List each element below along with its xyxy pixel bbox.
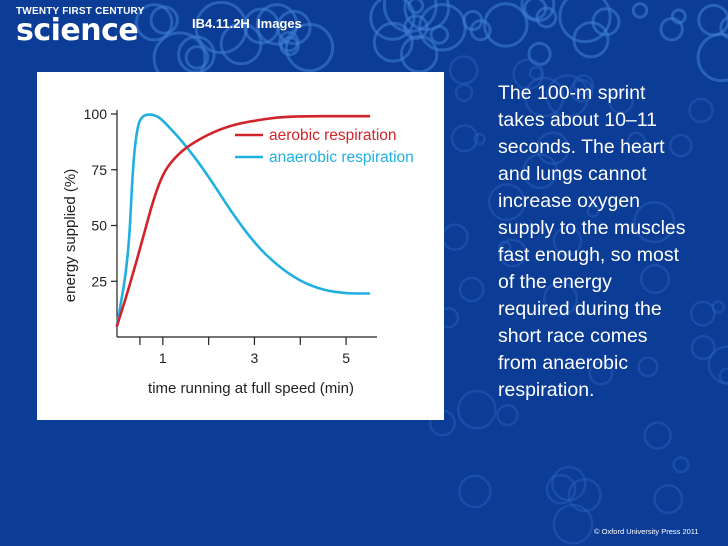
bubble-ring <box>536 131 570 166</box>
bubble-ring <box>711 300 726 314</box>
slide-code: IB4.11.2H Images <box>192 16 302 31</box>
bubble-ring <box>637 356 659 378</box>
bubble-ring <box>458 276 485 303</box>
bubble-ring <box>567 477 602 513</box>
bubble-ring <box>672 456 690 474</box>
bubble-ring <box>523 0 548 21</box>
energy-supply-chart: 25 50 75 100 1 3 5 time running at full speed (… <box>62 106 414 397</box>
bubble-ring <box>588 360 614 386</box>
bubble-ring <box>688 97 714 124</box>
decorative-bubbles <box>134 0 728 545</box>
copyright-notice: © Oxford University Press 2011 <box>594 527 699 536</box>
bubble-ring <box>487 183 526 222</box>
bubble-ring <box>545 473 577 505</box>
bubble-ring <box>550 465 587 502</box>
bubble-ring <box>184 45 210 70</box>
bubble-ring <box>552 226 583 256</box>
bubble-ring <box>719 16 728 40</box>
bubble-ring <box>284 22 335 73</box>
bubble-ring <box>134 3 174 42</box>
bubble-ring <box>643 421 672 450</box>
bubble-ring <box>696 32 728 83</box>
bubble-ring <box>522 153 559 190</box>
bubble-ring <box>450 124 479 153</box>
bubble-ring <box>457 389 497 430</box>
bubble-ring <box>718 367 728 385</box>
bubble-ring <box>552 503 594 545</box>
bubble-ring <box>497 240 512 254</box>
bubble-ring <box>255 3 299 46</box>
chart-panel: 25 50 75 100 1 3 5 time running at full speed (… <box>37 72 444 420</box>
bubble-ring <box>631 2 649 19</box>
anaerobic-legend-label: anaerobic respiration <box>269 149 414 166</box>
bubble-ring <box>448 55 479 85</box>
bubble-ring <box>407 0 425 15</box>
x-tick-label: 1 <box>159 350 167 366</box>
bubble-ring <box>403 14 429 41</box>
bubble-ring <box>528 65 544 81</box>
bubble-ring <box>639 263 671 295</box>
bubble-ring <box>586 204 600 218</box>
bubble-ring <box>527 41 552 67</box>
x-axis-label: time running at full speed (min) <box>148 380 354 397</box>
bubble-ring <box>569 78 594 103</box>
anaerobic-respiration-line <box>115 113 371 328</box>
bubble-ring <box>626 131 646 151</box>
twenty-first-century-science-logo: TWENTY FIRST CENTURY science <box>16 6 156 48</box>
bubble-ring <box>473 132 486 146</box>
bubble-ring <box>194 0 248 55</box>
bubble-ring <box>707 345 728 385</box>
bubble-ring <box>653 484 684 515</box>
bubble-ring <box>572 74 594 96</box>
bubble-ring <box>483 2 529 48</box>
logo-tagline: TWENTY FIRST CENTURY <box>16 6 145 17</box>
x-tick-label: 5 <box>342 350 350 366</box>
y-tick-label: 100 <box>84 106 108 122</box>
slide-body-text: The 100-m sprint takes about 10–11 secon… <box>498 82 686 401</box>
bubble-ring <box>403 0 451 32</box>
bubble-ring <box>458 474 492 509</box>
x-tick-label: 3 <box>251 350 259 366</box>
bubble-ring <box>633 201 676 244</box>
aerobic-legend-label: aerobic respiration <box>269 127 397 144</box>
bubble-ring <box>689 300 716 327</box>
bubble-ring <box>690 335 716 361</box>
bubble-ring <box>369 0 416 41</box>
aerobic-respiration-line <box>115 114 371 328</box>
bubble-ring <box>523 76 565 118</box>
y-axis-label: energy supplied (%) <box>62 169 79 302</box>
y-tick-label: 50 <box>91 218 107 234</box>
bubble-ring <box>498 238 528 268</box>
y-tick-label: 75 <box>91 162 107 178</box>
y-tick-label: 25 <box>91 273 107 289</box>
bubble-ring <box>496 404 519 427</box>
bubble-ring <box>454 83 474 103</box>
bubble-ring <box>545 74 590 119</box>
bubble-ring <box>558 0 612 44</box>
bubble-ring <box>382 0 438 33</box>
bubble-ring <box>608 88 634 115</box>
bubble-ring <box>670 8 687 25</box>
bubble-ring <box>512 58 545 91</box>
bubble-ring <box>399 34 439 74</box>
bubble-ring <box>219 22 263 66</box>
bubble-ring <box>543 281 579 317</box>
logo-wordmark: science <box>16 13 139 48</box>
bubble-ring <box>669 133 693 158</box>
